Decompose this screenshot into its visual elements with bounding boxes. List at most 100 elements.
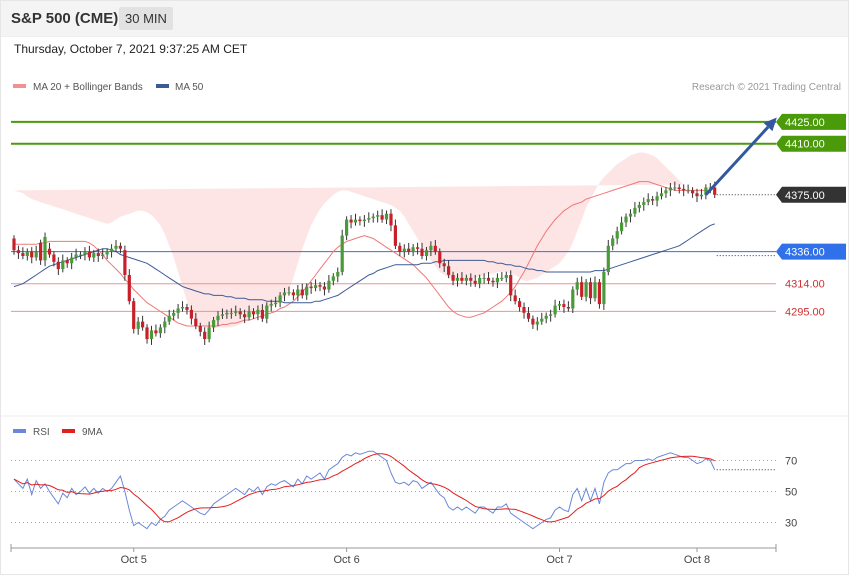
candle-body bbox=[296, 289, 300, 296]
candle-body bbox=[367, 218, 371, 220]
candle-body bbox=[526, 312, 531, 319]
candle-body bbox=[606, 245, 610, 272]
candle-body bbox=[416, 247, 420, 249]
candle-body bbox=[336, 272, 340, 277]
candle-body bbox=[47, 248, 52, 255]
candle-body bbox=[659, 193, 664, 197]
candle-body bbox=[327, 280, 331, 290]
candle-body bbox=[433, 245, 437, 252]
level-labels: 4425.00 4410.00 4375.00 4336.00 4314.00 4295.… bbox=[776, 113, 846, 318]
candle-body bbox=[353, 219, 358, 223]
level-label-resistance: 4425.00 bbox=[785, 117, 825, 129]
candle-body bbox=[486, 277, 491, 281]
candle-body bbox=[74, 254, 78, 258]
candle-body bbox=[189, 309, 193, 319]
candle-body bbox=[482, 277, 486, 279]
candle-body bbox=[673, 187, 677, 189]
level-badge-resistance bbox=[776, 135, 846, 152]
candle-body bbox=[535, 321, 539, 325]
legend-ma20-label: MA 20 + Bollinger Bands bbox=[33, 82, 143, 93]
candle-body bbox=[695, 193, 699, 197]
candle-body bbox=[331, 276, 335, 281]
candle-body bbox=[402, 248, 406, 252]
x-tick-label: Oct 8 bbox=[684, 554, 710, 566]
timeframe-badge[interactable]: 30 MIN bbox=[119, 7, 173, 30]
candle-body bbox=[611, 238, 615, 246]
candle-body bbox=[132, 301, 136, 329]
candle-body bbox=[251, 311, 256, 315]
candle-body bbox=[229, 312, 233, 314]
candle-body bbox=[158, 327, 162, 334]
candle-body bbox=[176, 308, 180, 313]
rsi-9ma-line bbox=[13, 453, 715, 523]
candle-body bbox=[642, 202, 646, 205]
candle-body bbox=[172, 312, 176, 316]
candle-body bbox=[562, 304, 566, 307]
candle-body bbox=[624, 216, 628, 223]
candle-body bbox=[615, 231, 619, 239]
candle-body bbox=[149, 330, 154, 340]
candle-body bbox=[491, 280, 495, 283]
candle-body bbox=[180, 307, 185, 309]
candle-body bbox=[713, 187, 717, 195]
forecast-arrow-shaft bbox=[704, 126, 770, 196]
copyright-note: Research © 2021 Trading Central bbox=[692, 82, 841, 93]
candle-body bbox=[704, 187, 708, 195]
candle-body bbox=[651, 199, 655, 201]
x-tick-label: Oct 5 bbox=[121, 554, 147, 566]
candle-body bbox=[495, 277, 499, 283]
candle-body bbox=[52, 254, 56, 262]
candle-body bbox=[238, 311, 242, 315]
candle-body bbox=[509, 275, 513, 296]
level-label-resistance: 4410.00 bbox=[785, 139, 825, 151]
candle-body bbox=[549, 314, 553, 316]
x-tick-label: Oct 6 bbox=[333, 554, 359, 566]
candle-body bbox=[518, 301, 522, 307]
candle-body bbox=[78, 254, 83, 256]
candle-body bbox=[682, 188, 686, 191]
candle-body bbox=[371, 216, 375, 219]
candle-body bbox=[593, 282, 597, 299]
candle-body bbox=[340, 235, 344, 272]
candle-body bbox=[655, 196, 659, 201]
level-badge-last bbox=[776, 186, 846, 203]
candle-body bbox=[637, 205, 641, 208]
candle-body bbox=[478, 277, 482, 284]
candle-body bbox=[136, 321, 140, 329]
candle-body bbox=[500, 277, 504, 279]
candle-body bbox=[540, 318, 544, 322]
candle-body bbox=[309, 286, 313, 289]
candle-body bbox=[393, 225, 397, 246]
level-badge-pivot bbox=[776, 243, 846, 260]
candle-body bbox=[597, 282, 601, 305]
candle-body bbox=[92, 253, 96, 258]
instrument-title: S&P 500 (CME) bbox=[11, 10, 119, 27]
candle-body bbox=[473, 280, 477, 284]
candle-body bbox=[141, 321, 145, 328]
candle-body bbox=[429, 245, 433, 251]
candle-body bbox=[278, 295, 282, 303]
candle-body bbox=[531, 318, 535, 325]
candle-body bbox=[691, 190, 695, 194]
level-label-support: 4295.00 bbox=[785, 306, 825, 318]
candle-body bbox=[203, 331, 207, 340]
candle-body bbox=[571, 289, 575, 309]
candle-body bbox=[322, 286, 326, 290]
candle-body bbox=[620, 222, 624, 232]
candle-body bbox=[580, 282, 584, 297]
price-levels bbox=[11, 120, 776, 312]
candle-body bbox=[291, 292, 295, 296]
candle-body bbox=[30, 251, 34, 258]
candle-body bbox=[664, 190, 668, 194]
candle-body bbox=[424, 250, 429, 256]
legend-ma50-swatch bbox=[156, 84, 169, 88]
candle-body bbox=[300, 289, 304, 296]
level-label-pivot: 4336.00 bbox=[785, 247, 825, 259]
candle-body bbox=[389, 213, 393, 226]
candle-body bbox=[114, 245, 118, 249]
candle-body bbox=[646, 199, 650, 202]
candle-body bbox=[455, 277, 460, 281]
candle-body bbox=[553, 305, 557, 315]
